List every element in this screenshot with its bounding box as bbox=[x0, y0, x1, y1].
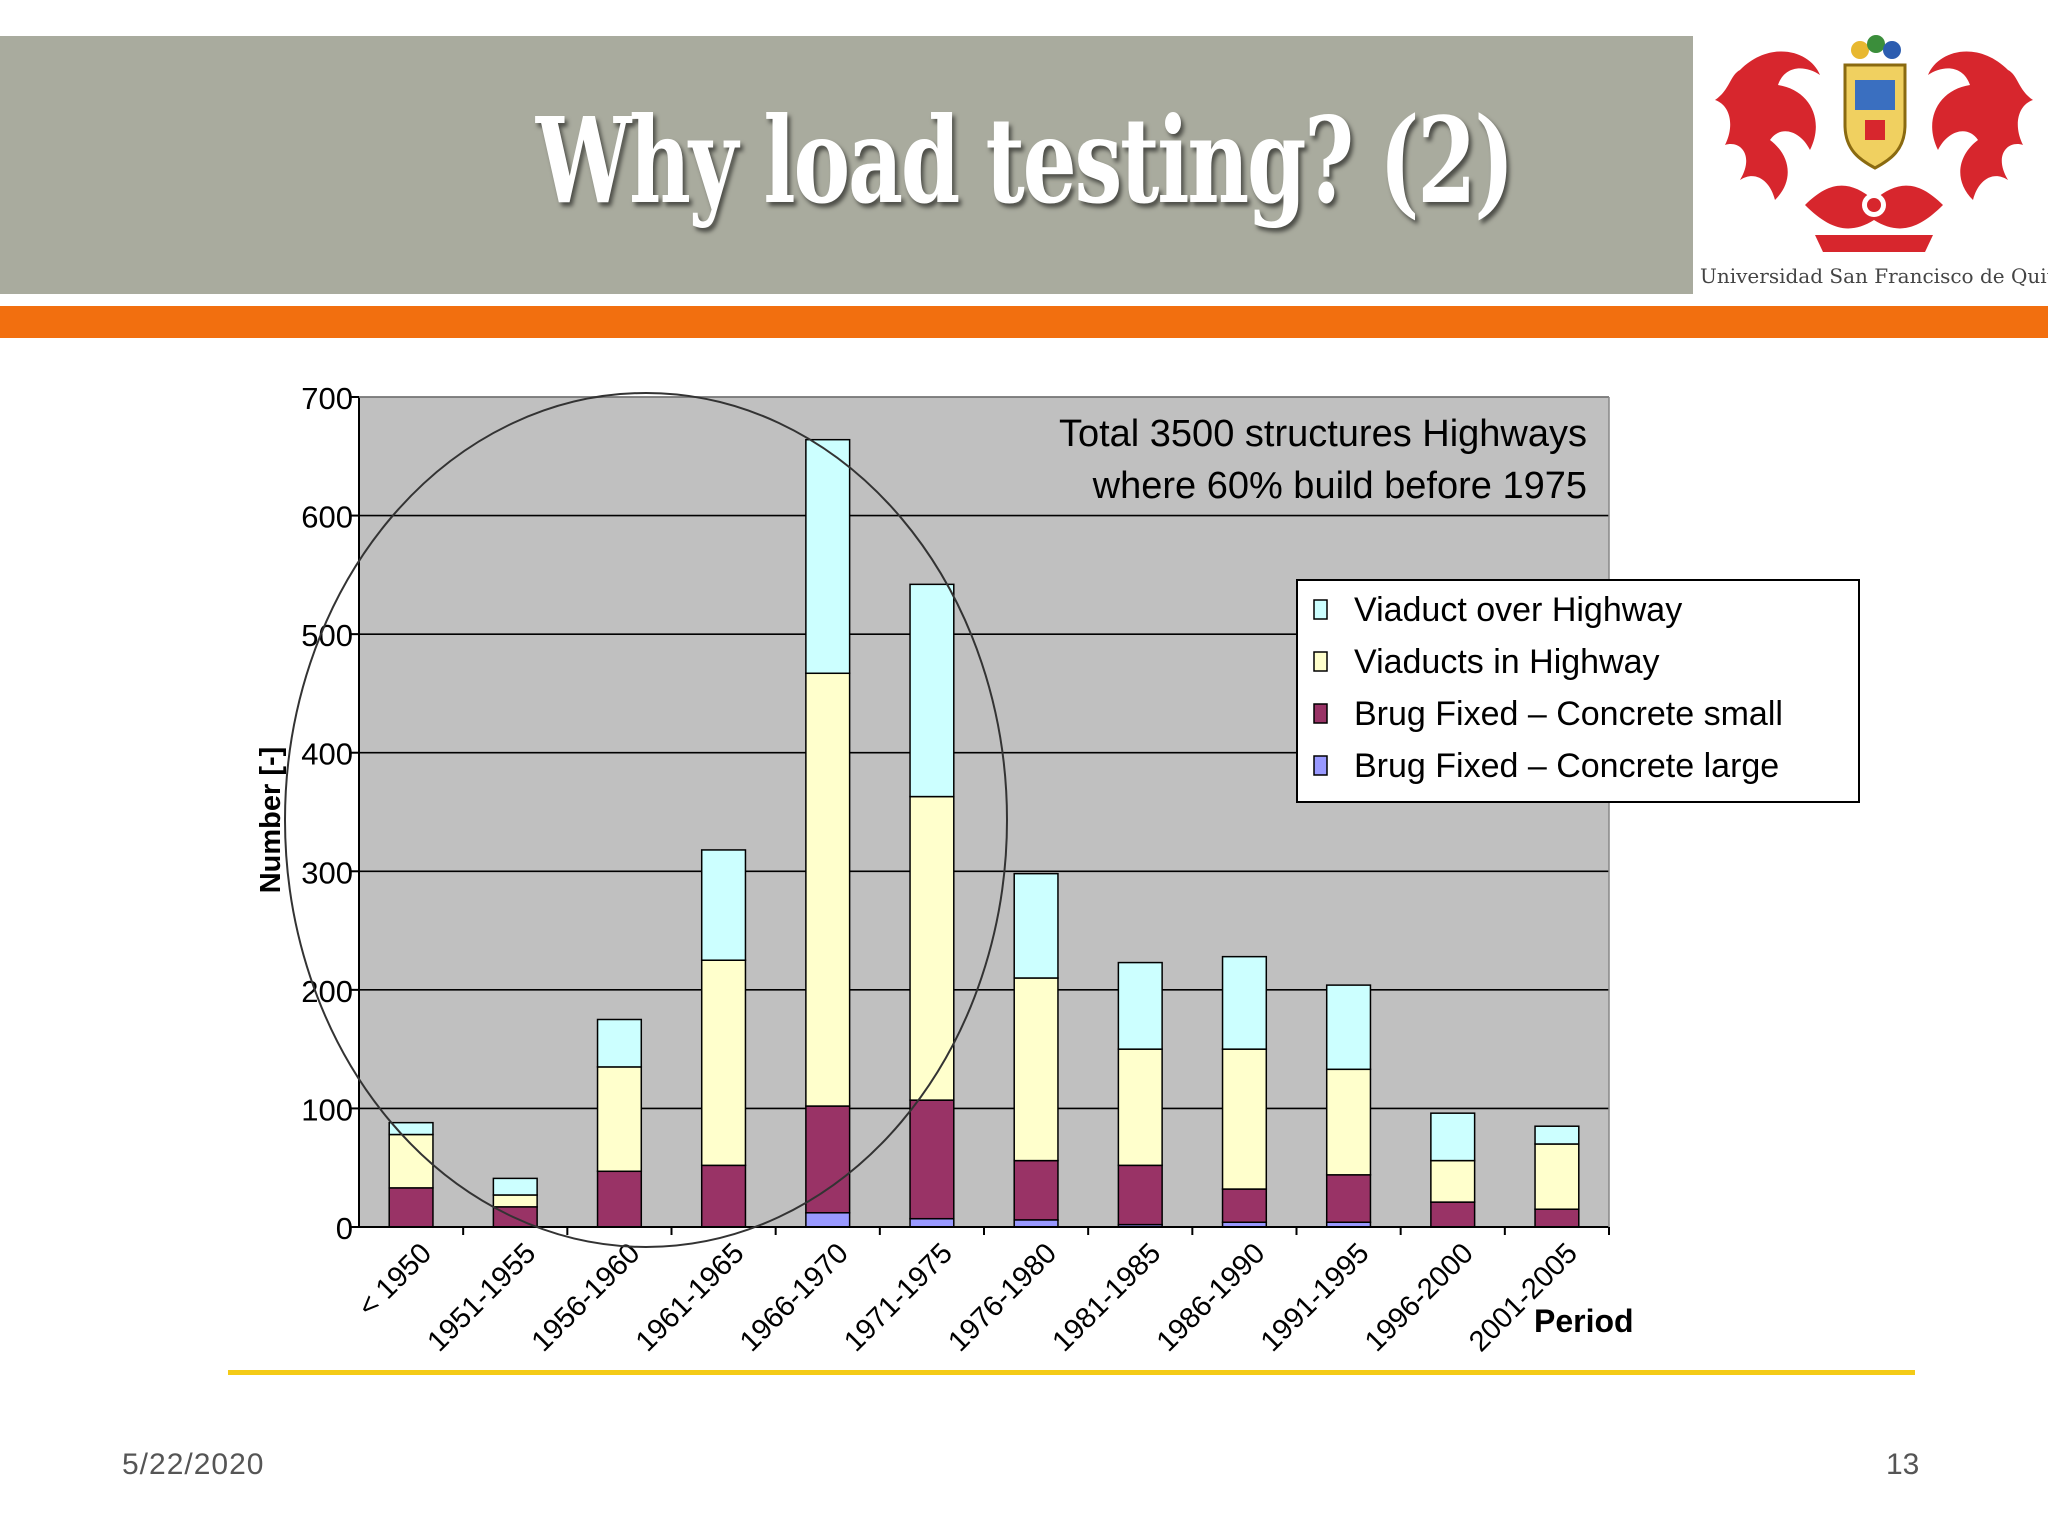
y-tick-label-0: 0 bbox=[336, 1211, 353, 1246]
x-tick-labels: < 19501951-19551956-19601961-19651966-19… bbox=[352, 1237, 1584, 1358]
x-tick-label-3: 1961-1965 bbox=[630, 1237, 751, 1358]
bar-11-series-1 bbox=[1534, 1208, 1580, 1228]
y-axis-label: Number [-] bbox=[255, 747, 287, 894]
bar-8-series-1 bbox=[1221, 1188, 1268, 1224]
legend-swatch-2 bbox=[1313, 703, 1328, 724]
bar-5-series-3 bbox=[909, 583, 955, 798]
bar-6-series-0 bbox=[1013, 1219, 1059, 1228]
bar-10-series-3 bbox=[1430, 1112, 1476, 1162]
x-tick-label-1: 1951-1955 bbox=[422, 1237, 543, 1358]
y-tick-label-100: 100 bbox=[301, 1092, 353, 1127]
bar-10-series-1 bbox=[1430, 1201, 1476, 1228]
bar-9-series-1 bbox=[1325, 1174, 1372, 1224]
bar-9-series-2 bbox=[1325, 1068, 1372, 1176]
bar-8-series-2 bbox=[1221, 1048, 1268, 1190]
footer-line bbox=[228, 1370, 1915, 1375]
bar-4-series-1 bbox=[805, 1105, 851, 1214]
bar-2-series-2 bbox=[596, 1066, 643, 1173]
bar-5-series-2 bbox=[909, 795, 955, 1101]
bar-0-series-2 bbox=[388, 1133, 434, 1189]
x-tick-label-2: 1956-1960 bbox=[526, 1237, 647, 1358]
bar-4-series-2 bbox=[805, 672, 851, 1107]
legend-label-2: Brug Fixed – Concrete small bbox=[1354, 695, 1783, 733]
bar-8-series-3 bbox=[1221, 955, 1268, 1050]
bar-5-series-1 bbox=[909, 1099, 955, 1220]
legend-label-1: Viaducts in Highway bbox=[1354, 643, 1660, 681]
bar-9-series-3 bbox=[1325, 984, 1372, 1071]
axes bbox=[351, 396, 1610, 1235]
bar-2-series-3 bbox=[596, 1018, 643, 1068]
bar-3-series-3 bbox=[700, 849, 747, 961]
bar-3-series-1 bbox=[700, 1164, 747, 1228]
bar-10-series-2 bbox=[1430, 1159, 1476, 1203]
bar-6-series-2 bbox=[1013, 977, 1059, 1162]
bar-7-series-2 bbox=[1117, 1048, 1163, 1167]
highlight-ellipse bbox=[284, 392, 1008, 1248]
bar-1-series-3 bbox=[492, 1177, 538, 1196]
y-tick-label-700: 700 bbox=[301, 381, 353, 416]
bar-6-series-1 bbox=[1013, 1159, 1059, 1221]
x-tick-label-8: 1986-1990 bbox=[1151, 1237, 1272, 1358]
bar-5-series-0 bbox=[909, 1217, 955, 1228]
y-tick-label-200: 200 bbox=[301, 974, 353, 1009]
x-tick-label-11: 2001-2005 bbox=[1463, 1237, 1584, 1358]
bar-0-series-3 bbox=[388, 1121, 434, 1136]
y-tick-label-400: 400 bbox=[301, 737, 353, 772]
legend-swatch-3 bbox=[1313, 755, 1328, 776]
x-axis-label: Period bbox=[1534, 1303, 1634, 1339]
bar-1-series-2 bbox=[492, 1194, 538, 1208]
bar-4-series-3 bbox=[805, 438, 851, 675]
bar-4-series-0 bbox=[805, 1212, 851, 1228]
x-tick-label-7: 1981-1985 bbox=[1047, 1237, 1168, 1358]
bar-6-series-3 bbox=[1013, 872, 1059, 979]
bar-11-series-2 bbox=[1534, 1143, 1580, 1210]
logo-text: Universidad San Francisco de Quito bbox=[1700, 264, 2048, 288]
y-tick-label-300: 300 bbox=[301, 855, 353, 890]
bar-11-series-3 bbox=[1534, 1125, 1580, 1145]
bar-7-series-1 bbox=[1117, 1164, 1163, 1226]
x-tick-label-0: < 1950 bbox=[352, 1237, 438, 1323]
x-tick-label-10: 1996-2000 bbox=[1359, 1237, 1480, 1358]
legend-swatch-1 bbox=[1313, 651, 1328, 672]
slide-date: 5/22/2020 bbox=[122, 1448, 265, 1481]
title-bar bbox=[0, 36, 1693, 294]
bar-2-series-1 bbox=[596, 1170, 643, 1228]
bar-3-series-2 bbox=[700, 959, 747, 1167]
plot-background bbox=[359, 397, 1609, 1227]
bar-0-series-1 bbox=[388, 1187, 434, 1228]
annotation-line-1: Total 3500 structures Highways bbox=[1059, 413, 1587, 455]
y-tick-label-600: 600 bbox=[301, 500, 353, 535]
legend: Viaduct over Highway Viaducts in Highway B… bbox=[1296, 579, 1860, 803]
x-tick-label-4: 1966-1970 bbox=[734, 1237, 855, 1358]
dragon-crest-icon bbox=[1715, 35, 2033, 252]
legend-box bbox=[1296, 579, 1860, 803]
x-tick-label-5: 1971-1975 bbox=[838, 1237, 959, 1358]
y-tick-label-500: 500 bbox=[301, 618, 353, 653]
x-tick-label-6: 1976-1980 bbox=[942, 1237, 1063, 1358]
page-number: 13 bbox=[1886, 1448, 1920, 1481]
annotation-line-2: where 60% build before 1975 bbox=[1092, 465, 1587, 507]
legend-label-3: Brug Fixed – Concrete large bbox=[1354, 747, 1779, 785]
bar-7-series-3 bbox=[1117, 961, 1163, 1050]
legend-label-0: Viaduct over Highway bbox=[1354, 591, 1682, 629]
y-tick-labels: 0 100 200 300 400 500 600 700 bbox=[301, 381, 353, 1246]
legend-swatch-0 bbox=[1313, 599, 1328, 620]
accent-bar bbox=[0, 306, 2048, 338]
university-logo: Universidad San Francisco de Quito bbox=[1700, 30, 2048, 300]
bars-group bbox=[388, 438, 1580, 1228]
x-tick-label-9: 1991-1995 bbox=[1255, 1237, 1376, 1358]
